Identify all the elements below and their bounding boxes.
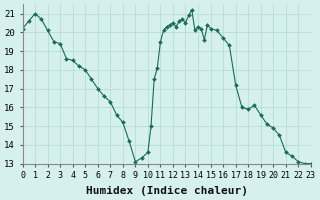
X-axis label: Humidex (Indice chaleur): Humidex (Indice chaleur) <box>86 186 248 196</box>
